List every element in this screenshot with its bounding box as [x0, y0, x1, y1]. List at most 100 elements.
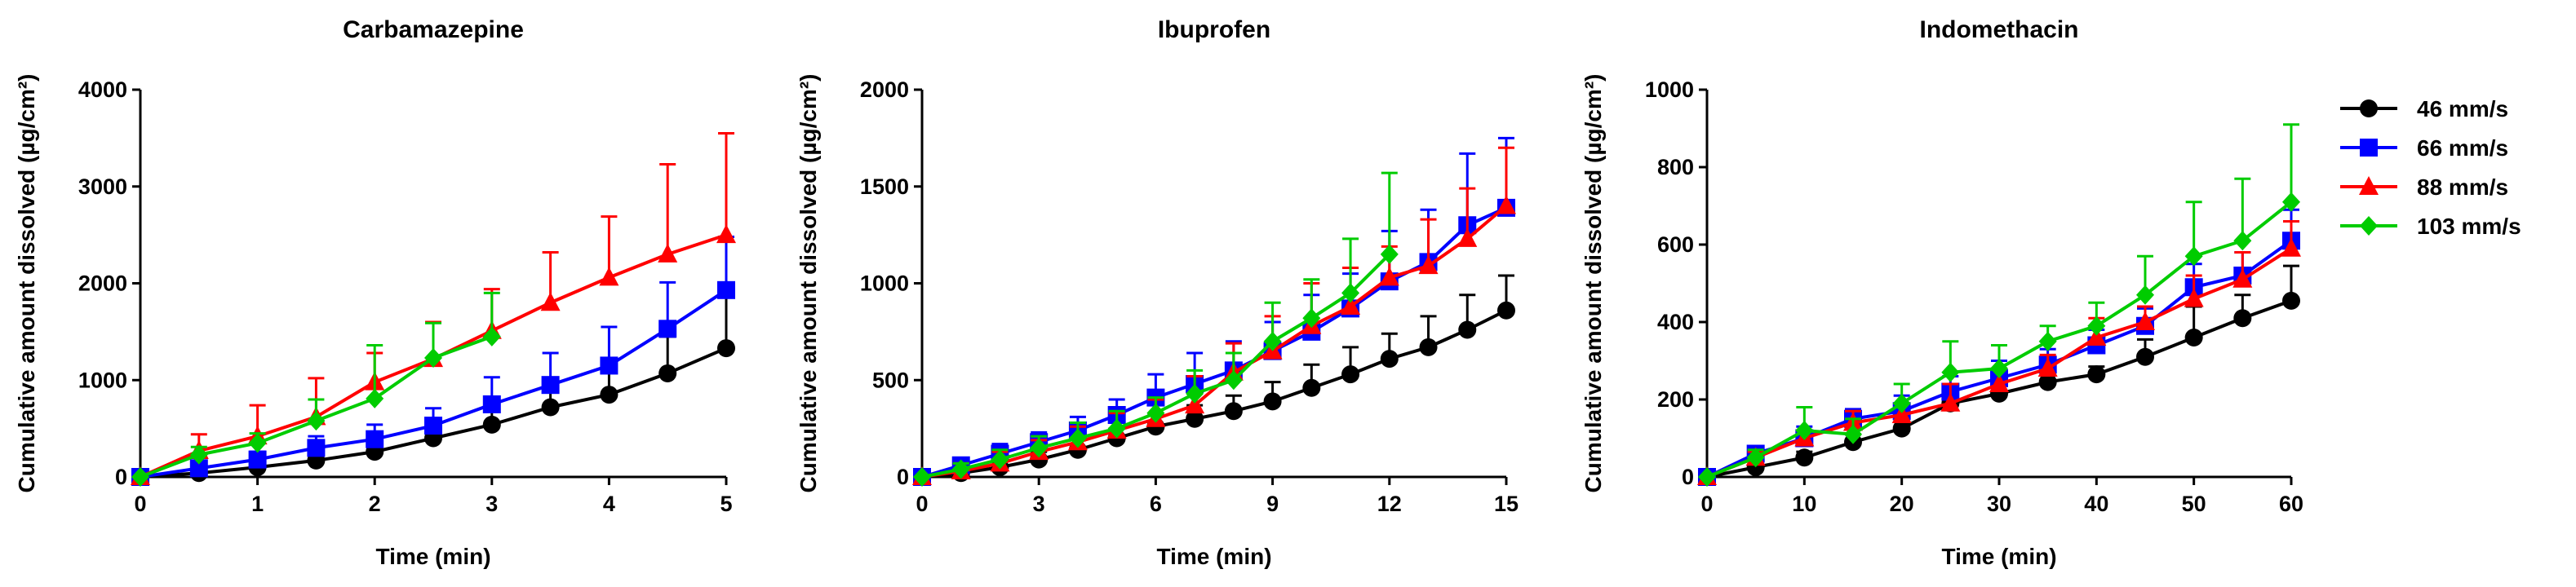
y-tick-label: 2000: [860, 77, 909, 102]
data-point: [1302, 308, 1321, 329]
data-point: [1302, 378, 1321, 397]
data-point: [482, 395, 501, 413]
data-point: [541, 376, 560, 395]
data-point: [131, 467, 149, 487]
data-point: [424, 417, 442, 435]
chart-title: Carbamazepine: [343, 16, 524, 43]
data-point: [913, 467, 931, 487]
x-axis-label: Time (min): [1156, 544, 1271, 569]
data-point: [2135, 311, 2155, 330]
data-point: [1186, 383, 1204, 404]
data-point: [2232, 268, 2253, 288]
legend-item-103-mm-s: 103 mm/s: [2340, 214, 2521, 239]
data-point: [1380, 244, 1399, 264]
legend-label: 88 mm/s: [2417, 174, 2508, 200]
series-line: [1706, 201, 2293, 479]
data-point: [1419, 338, 1438, 356]
data-point: [1418, 255, 1439, 275]
data-point: [2282, 192, 2300, 212]
series-line: [921, 206, 1507, 479]
data-point: [1030, 438, 1049, 458]
data-point: [658, 320, 677, 338]
x-tick-label: 4: [603, 492, 615, 516]
data-point: [248, 450, 267, 469]
y-tick-label: 600: [1657, 232, 1694, 257]
y-tick-label: 0: [1682, 465, 1694, 489]
data-point: [1146, 403, 1165, 423]
y-tick-label: 0: [897, 465, 909, 489]
data-point: [307, 411, 326, 431]
data-point: [716, 224, 736, 244]
y-tick-label: 1000: [860, 271, 909, 296]
data-point: [189, 444, 208, 465]
data-point: [1892, 393, 1911, 413]
data-point: [482, 326, 501, 346]
y-tick-label: 1000: [78, 368, 127, 392]
x-tick-label: 6: [1150, 492, 1162, 516]
series-line: [921, 308, 1507, 479]
chart-panel-ibuprofen: Ibuprofen 0 500 1000 1500 2000 0 3 6 9 12 15 Time (m…: [796, 16, 1519, 569]
data-point: [1380, 350, 1399, 369]
chart-panel-indomethacin: Indomethacin 0 200 400 600 800 1000 0 10 20 30 40 50…: [1581, 16, 2303, 569]
data-point: [658, 243, 678, 263]
data-point: [1224, 402, 1243, 421]
data-point: [717, 339, 735, 358]
y-tick-label: 200: [1657, 387, 1694, 412]
x-tick-label: 5: [720, 492, 732, 516]
series-66-mm-s: [913, 136, 1515, 486]
x-tick-label: 0: [1700, 492, 1713, 516]
data-point: [2282, 291, 2300, 310]
x-tick-label: 40: [2084, 492, 2108, 516]
data-point: [2037, 358, 2058, 377]
x-tick-label: 30: [1987, 492, 2011, 516]
data-point: [2086, 327, 2107, 346]
y-tick-label: 0: [115, 465, 127, 489]
data-point: [1263, 392, 1282, 411]
data-point: [1457, 227, 1478, 247]
data-point: [2281, 237, 2301, 257]
data-point: [540, 292, 561, 311]
legend-item-66-mm-s: 66 mm/s: [2340, 135, 2508, 161]
legend-label: 103 mm/s: [2417, 214, 2521, 239]
data-point: [1341, 296, 1361, 315]
data-point: [717, 280, 735, 299]
data-point: [1891, 404, 1912, 423]
legend-marker: [2360, 99, 2378, 117]
series-line: [921, 204, 1508, 479]
x-axis-label: Time (min): [375, 544, 490, 569]
series-103-mm-s: [913, 171, 1399, 487]
data-point: [2184, 246, 2203, 267]
chart-panel-carbamazepine: Carbamazepine 0 1000 2000 3000 4000 0 1 2 3 4 5 Time…: [14, 16, 736, 569]
data-point: [1990, 359, 2008, 378]
data-point: [991, 449, 1009, 470]
data-point: [600, 386, 619, 404]
x-tick-label: 1: [251, 492, 264, 516]
data-point: [1341, 283, 1360, 303]
x-tick-label: 2: [369, 492, 381, 516]
data-point: [2087, 316, 2106, 336]
data-point: [1263, 331, 1282, 351]
x-tick-label: 0: [916, 492, 928, 516]
x-tick-label: 60: [2279, 492, 2303, 516]
data-point: [1379, 267, 1399, 286]
y-axis-label: Cumulative amount dissolved (µg/cm²): [796, 74, 821, 493]
data-point: [1795, 448, 1814, 467]
data-point: [482, 415, 501, 434]
data-point: [1892, 419, 1911, 438]
data-point: [1224, 370, 1243, 391]
data-point: [2184, 329, 2203, 346]
y-tick-label: 1500: [860, 174, 909, 199]
x-tick-label: 12: [1377, 492, 1402, 516]
y-tick-label: 1000: [1645, 77, 1694, 102]
data-point: [1186, 409, 1204, 428]
data-point: [658, 364, 677, 382]
data-point: [1107, 418, 1126, 439]
data-point: [1941, 362, 1960, 382]
y-tick-label: 400: [1657, 310, 1694, 334]
series-103-mm-s: [131, 291, 501, 487]
legend: 46 mm/s 66 mm/s 88 mm/s 103 mm/s: [2340, 96, 2521, 239]
data-point: [189, 459, 208, 478]
data-point: [1458, 320, 1477, 339]
legend-item-88-mm-s: 88 mm/s: [2340, 174, 2508, 200]
